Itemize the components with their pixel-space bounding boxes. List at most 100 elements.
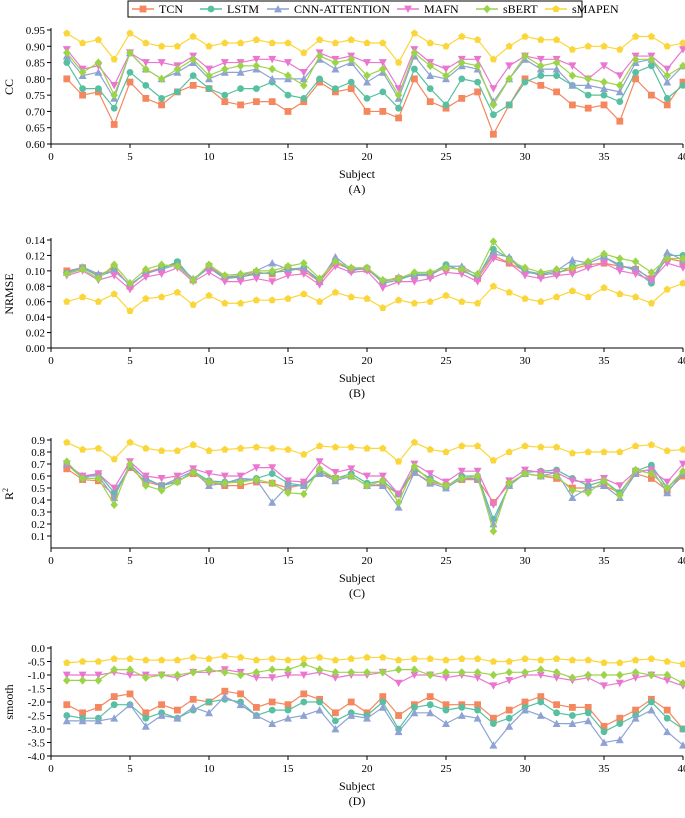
legend-label: MAFN <box>424 2 459 16</box>
y-tick-label: -3.5 <box>28 738 46 750</box>
x-tick-label: 40 <box>678 763 685 775</box>
data-point-cnn-attention <box>284 714 292 722</box>
data-point-smapen <box>252 443 261 451</box>
data-point-mafn <box>457 467 466 476</box>
data-point-cnn-attention <box>615 735 624 744</box>
data-point-sbert <box>205 477 213 487</box>
data-point-sbert <box>679 467 685 476</box>
data-point-smapen <box>300 655 308 662</box>
data-point-sbert <box>647 670 656 680</box>
x-tick-label: 15 <box>283 151 295 163</box>
data-point-tcn <box>63 701 71 709</box>
data-point-smapen <box>315 35 324 43</box>
y-tick-label: 0.10 <box>26 266 46 278</box>
data-point-lstm <box>537 698 545 706</box>
data-point-smapen <box>173 656 182 664</box>
data-point-cnn-attention <box>78 716 87 725</box>
y-axis-title-text: smooth <box>2 684 16 719</box>
legend-swatch-marker <box>207 5 215 13</box>
data-point-tcn <box>63 465 71 473</box>
series-cnn-attention <box>62 48 685 106</box>
series-line-smapen <box>66 282 684 312</box>
data-point-mafn <box>141 472 150 480</box>
data-point-mafn <box>284 272 292 280</box>
data-point-cnn-attention <box>141 722 150 730</box>
data-point-cnn-attention <box>126 700 134 709</box>
data-point-cnn-attention <box>268 74 277 83</box>
data-point-smapen <box>663 42 671 50</box>
x-tick-label: 0 <box>48 151 54 163</box>
x-tick-label: 35 <box>599 555 611 567</box>
data-point-sbert <box>78 474 87 483</box>
data-point-mafn <box>663 65 672 74</box>
series-mafn <box>62 666 685 690</box>
data-point-cnn-attention <box>236 700 245 709</box>
data-point-smapen <box>458 297 466 305</box>
data-point-lstm <box>490 111 497 119</box>
data-point-tcn <box>332 709 339 717</box>
data-point-cnn-attention <box>189 703 198 711</box>
data-point-mafn <box>299 270 308 278</box>
data-point-sbert <box>268 266 276 276</box>
data-point-smapen <box>347 443 355 451</box>
panel-a: 0 5 10 15 20 25 30 35 40 0.60 0.65 0.70 0.75 0.80 0.85… <box>2 25 685 196</box>
data-point-mafn <box>442 674 450 682</box>
data-point-sbert <box>426 268 434 277</box>
data-point-sbert <box>205 71 213 80</box>
data-point-mafn <box>205 470 213 478</box>
data-point-cnn-attention <box>299 263 308 272</box>
data-point-sbert <box>647 55 656 64</box>
data-point-mafn <box>378 472 387 480</box>
data-point-smapen <box>647 299 656 307</box>
data-point-sbert <box>252 61 261 71</box>
data-point-sbert <box>221 668 229 677</box>
data-point-lstm <box>300 698 308 706</box>
series-sbert <box>63 237 685 288</box>
data-point-sbert <box>63 48 71 57</box>
data-point-sbert <box>631 668 640 677</box>
data-point-sbert <box>647 268 656 277</box>
data-point-smapen <box>300 450 308 458</box>
data-point-sbert <box>537 665 545 674</box>
data-point-tcn <box>237 690 244 698</box>
data-point-sbert <box>442 481 450 490</box>
series-line-smapen <box>66 32 684 64</box>
data-point-sbert <box>552 265 561 274</box>
panel-caption: (A) <box>349 182 366 196</box>
data-point-smapen <box>78 445 87 453</box>
data-point-smapen <box>616 448 624 456</box>
data-point-cnn-attention <box>94 716 103 725</box>
data-point-mafn <box>679 46 685 54</box>
data-point-smapen <box>410 29 419 37</box>
data-point-sbert <box>331 257 340 266</box>
data-point-mafn <box>647 276 656 285</box>
data-point-lstm <box>426 701 434 709</box>
data-point-sbert <box>315 51 324 61</box>
data-point-smapen <box>679 660 685 668</box>
data-point-sbert <box>679 678 685 688</box>
data-point-sbert <box>616 670 624 680</box>
data-point-smapen <box>363 444 371 452</box>
data-point-mafn <box>378 284 387 292</box>
data-point-mafn <box>631 674 640 682</box>
data-point-mafn <box>584 264 593 272</box>
data-point-sbert <box>284 71 292 80</box>
data-point-smapen <box>268 39 276 47</box>
x-tick-label: 25 <box>441 763 453 775</box>
data-point-mafn <box>679 264 685 272</box>
data-point-smapen <box>537 35 545 43</box>
data-point-tcn <box>110 693 118 700</box>
x-tick-label: 30 <box>520 763 532 775</box>
data-point-sbert <box>142 481 150 490</box>
data-point-cnn-attention <box>552 65 561 73</box>
data-point-mafn <box>410 671 419 679</box>
data-point-tcn <box>584 104 592 112</box>
data-point-sbert <box>394 274 403 283</box>
data-point-cnn-attention <box>157 711 166 719</box>
data-point-smapen <box>236 444 245 452</box>
y-tick-label: 0.04 <box>26 312 46 324</box>
data-point-mafn <box>331 674 340 682</box>
data-point-tcn <box>600 101 608 109</box>
legend: TCN LSTM CNN-ATTENTION MAFN sBERT sMAPEN <box>127 0 619 18</box>
data-point-tcn <box>189 695 197 703</box>
